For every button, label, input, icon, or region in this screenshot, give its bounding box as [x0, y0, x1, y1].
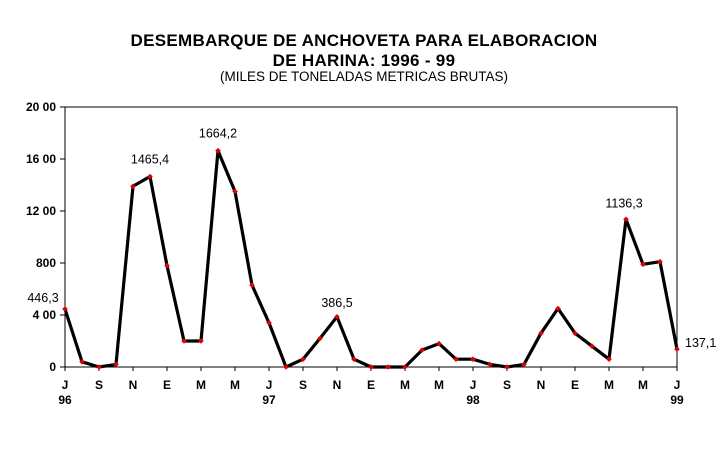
data-point-marker [215, 147, 221, 154]
data-point-marker [198, 338, 204, 344]
data-label: 137,1 [685, 336, 716, 350]
data-point-marker [419, 347, 425, 353]
y-tick-label: 12 00 [26, 204, 56, 218]
x-tick-label: M [604, 378, 614, 392]
data-point-marker [113, 361, 119, 368]
data-point-marker [657, 258, 663, 265]
x-tick-label: J [470, 378, 477, 392]
data-point-marker [62, 306, 68, 312]
x-tick-label: N [333, 378, 342, 392]
data-label: 1136,3 [605, 196, 642, 210]
x-year-label: 96 [58, 393, 72, 407]
data-point-marker [504, 364, 510, 370]
data-point-marker [317, 335, 323, 342]
x-tick-label: E [163, 378, 171, 392]
chart-axes [64, 106, 678, 368]
data-point-marker [164, 262, 170, 269]
data-label: 1465,4 [131, 152, 169, 166]
x-tick-label: E [367, 378, 375, 392]
x-tick-label: J [266, 378, 273, 392]
x-tick-label: S [299, 378, 307, 392]
y-tick-label: 4 00 [33, 308, 57, 322]
x-year-label: 97 [262, 393, 276, 407]
chart-subtitle: (MILES DE TONELADAS METRICAS BRUTAS) [219, 69, 509, 84]
x-tick-label: N [537, 378, 546, 392]
y-tick-label: 16 00 [26, 152, 56, 166]
plot-area-frame [64, 106, 678, 368]
chart-series [62, 147, 680, 370]
data-point-marker [453, 356, 459, 362]
data-label: 386,5 [321, 296, 352, 310]
x-tick-label: N [129, 378, 138, 392]
data-point-marker [521, 361, 527, 368]
x-tick-label: M [434, 378, 444, 392]
data-point-marker [385, 364, 391, 370]
data-label: 1664,2 [199, 127, 237, 141]
x-tick-label: M [400, 378, 410, 392]
x-tick-label: S [503, 378, 511, 392]
data-point-marker [232, 188, 238, 195]
data-point-marker [249, 282, 255, 288]
y-tick-label: 800 [36, 256, 56, 270]
data-point-marker [623, 216, 629, 223]
data-point-marker [402, 364, 408, 370]
data-point-marker [640, 261, 646, 268]
series-line [63, 149, 679, 369]
data-point-marker [266, 320, 272, 326]
data-point-marker [334, 313, 340, 320]
y-tick-label: 0 [49, 360, 56, 374]
data-point-marker [470, 356, 476, 362]
x-tick-label: M [230, 378, 240, 392]
x-year-label: 98 [466, 393, 480, 407]
chart-title-line2: DE HARINA: 1996 - 99 [272, 51, 456, 70]
x-tick-label: J [674, 378, 681, 392]
data-point-marker [181, 338, 187, 344]
data-point-marker [589, 343, 595, 349]
data-point-marker [130, 183, 136, 190]
data-label: 446,3 [27, 291, 58, 305]
x-tick-label: E [571, 378, 579, 392]
data-point-marker [351, 356, 357, 362]
data-point-marker [674, 346, 680, 352]
chart-data-labels: 446,3 1465,4 1664,2 386,5 1136,3 137,1 [27, 127, 716, 351]
data-point-marker [368, 364, 374, 370]
data-point-marker [79, 359, 85, 365]
data-point-marker [147, 173, 153, 180]
data-point-marker [538, 330, 544, 336]
y-tick-label: 20 00 [26, 100, 56, 114]
data-point-marker [487, 361, 493, 368]
data-point-marker [436, 340, 442, 347]
x-tick-label: S [95, 378, 103, 392]
data-point-marker [606, 356, 612, 362]
data-point-marker [572, 330, 578, 336]
data-point-marker [96, 364, 102, 370]
data-point-marker [300, 356, 306, 362]
chart-title-line1: DESEMBARQUE DE ANCHOVETA PARA ELABORACIO… [130, 31, 598, 50]
x-year-label: 99 [670, 393, 684, 407]
x-tick-label: J [62, 378, 69, 392]
x-tick-label: M [196, 378, 206, 392]
x-tick-label: M [638, 378, 648, 392]
data-point-marker [283, 364, 289, 370]
data-point-marker [555, 305, 561, 312]
